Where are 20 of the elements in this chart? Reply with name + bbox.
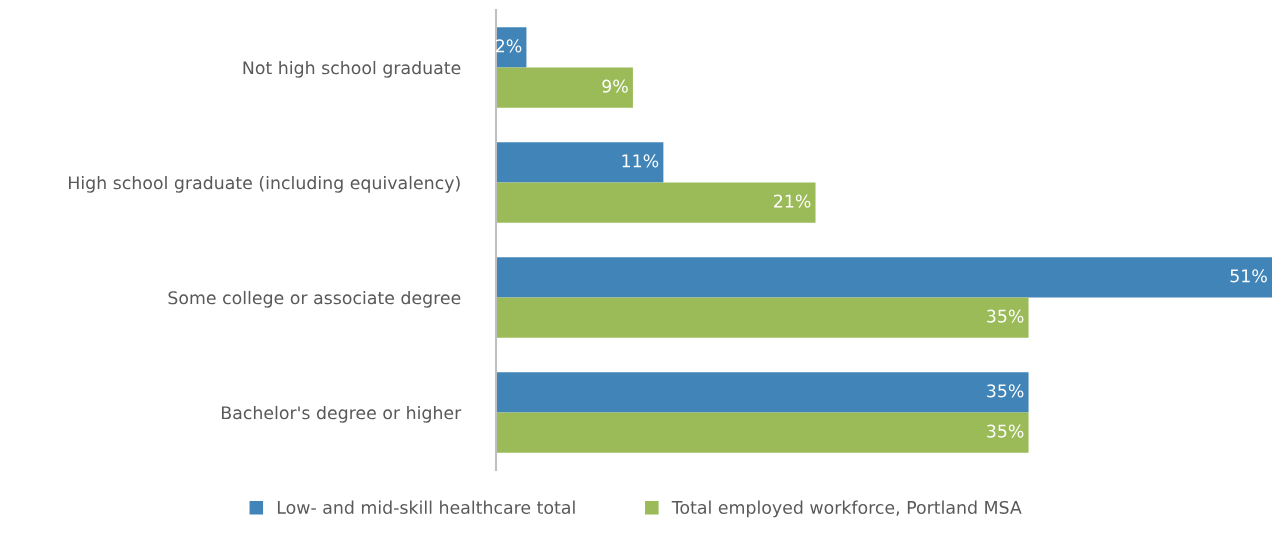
y-tick-label: Bachelor's degree or higher <box>221 405 462 423</box>
data-label: 9% <box>602 79 628 93</box>
data-label: 35% <box>987 309 1024 323</box>
bar <box>496 372 1029 413</box>
data-label: 35% <box>987 424 1024 438</box>
data-label: 35% <box>987 384 1024 398</box>
bar <box>496 257 1272 298</box>
y-tick-label: Some college or associate degree <box>168 290 461 308</box>
y-tick-label: High school graduate (including equivalency) <box>69 175 460 193</box>
data-label: 11% <box>622 154 659 168</box>
legend-label: Total employed workforce, Portland MSA <box>671 500 1022 518</box>
bar <box>496 182 816 223</box>
bar <box>496 412 1029 453</box>
bar <box>496 297 1029 338</box>
bar <box>496 67 633 108</box>
y-tick-label: Not high school graduate <box>243 60 461 78</box>
bar <box>496 142 664 183</box>
legend-label: Low- and mid-skill healthcare total <box>277 500 575 515</box>
data-label: 21% <box>774 194 811 208</box>
data-label: 51% <box>1230 269 1267 283</box>
